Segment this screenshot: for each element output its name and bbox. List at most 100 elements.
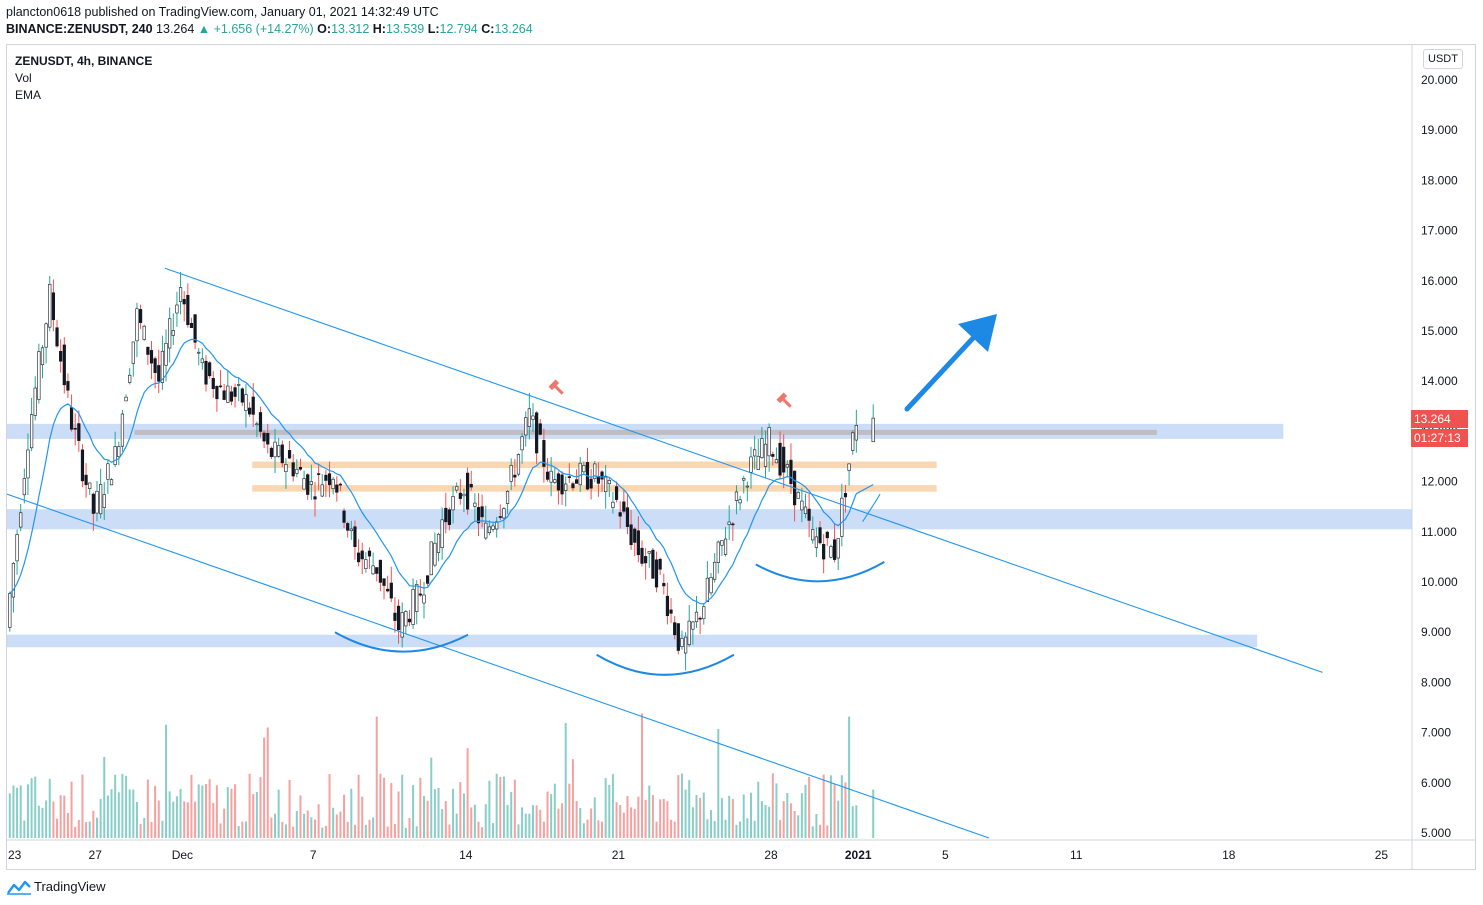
candle-body [607, 480, 611, 485]
candle-body [600, 471, 604, 480]
candle-body [84, 474, 88, 486]
candle-body [538, 423, 542, 435]
volume-bar [179, 788, 182, 838]
candle-series [8, 272, 875, 671]
volume-bar [477, 821, 480, 838]
volume-bar [161, 820, 164, 838]
candle-body [840, 497, 844, 537]
volume-bar [393, 823, 396, 838]
volume-bar [673, 821, 676, 838]
volume-bar [670, 819, 673, 838]
candle-body [99, 484, 103, 515]
volume-bar [125, 775, 128, 838]
price-axis-label: 12.000 [1421, 475, 1458, 489]
candle-body [505, 491, 510, 504]
candle-body [803, 506, 808, 515]
volume-bar [597, 820, 600, 838]
volume-bar [45, 800, 48, 838]
candle-body [756, 455, 760, 470]
candle-body [531, 415, 535, 420]
volume-bar [793, 810, 796, 838]
candle-body [582, 465, 586, 473]
candle-body [734, 491, 739, 501]
volume-bar [12, 785, 15, 838]
legend-ema[interactable]: EMA [15, 88, 42, 102]
hook-line [862, 493, 881, 523]
volume-bar [455, 813, 458, 838]
volume-bar [172, 801, 175, 838]
candle-body [578, 462, 582, 486]
volume-bar [815, 814, 818, 838]
breakout-arrow [904, 314, 997, 412]
volume-bar [430, 757, 433, 838]
footer[interactable]: TradingView [6, 876, 106, 898]
volume-bar [16, 787, 19, 838]
volume-bar [699, 797, 702, 838]
volume-bar [96, 817, 98, 838]
bar-countdown-tag: 01:27:13 [1411, 429, 1468, 447]
candle-body [622, 501, 626, 512]
volume-bar [34, 776, 37, 838]
candle-body [524, 417, 528, 436]
chart-legend: ZENUSDT, 4h, BINANCE Vol EMA [15, 53, 152, 104]
candle-body [618, 512, 622, 517]
candle-body [295, 468, 299, 474]
close-value: 13.264 [494, 22, 533, 36]
pattern-marker-icon [548, 379, 564, 395]
volume-bar [299, 795, 302, 838]
candle-body [829, 546, 833, 558]
volume-bar [539, 809, 542, 838]
candle-body [556, 473, 561, 491]
volume-bar [452, 788, 455, 838]
volume-bar [872, 789, 875, 838]
volume-bar [855, 805, 858, 838]
candle-body [851, 432, 855, 451]
legend-symbol[interactable]: ZENUSDT, 4h, BINANCE [15, 54, 153, 68]
open-value: 13.312 [331, 22, 370, 36]
volume-bar [397, 791, 400, 838]
candle-body [269, 447, 274, 457]
volume-bar [223, 808, 226, 838]
candle-body [109, 479, 114, 486]
volume-bar [771, 773, 774, 838]
candle-body [822, 543, 826, 560]
volume-bar [611, 774, 614, 838]
volume-bar [586, 819, 589, 838]
arrow-head [958, 314, 997, 352]
candle-body [636, 530, 640, 556]
volume-bar [655, 821, 658, 838]
volume-bar [499, 776, 502, 838]
volume-bar [590, 808, 593, 838]
currency-button[interactable]: USDT [1423, 49, 1463, 69]
volume-bar [473, 804, 476, 838]
volume-bar [368, 819, 371, 838]
candle-body [320, 484, 324, 497]
price-axis-label: 14.000 [1421, 374, 1458, 388]
volume-bar [353, 824, 356, 838]
volume-bar [52, 801, 55, 838]
support-zone [7, 509, 1412, 530]
candle-body [709, 577, 713, 594]
volume-bar [441, 809, 444, 838]
volume-bar [230, 788, 233, 838]
volume-bar [775, 783, 778, 838]
ema-line [9, 338, 874, 605]
volume-bar [310, 817, 313, 838]
volume-bar [760, 801, 763, 838]
volume-bar [234, 784, 237, 838]
volume-bar [146, 779, 149, 838]
candle-body [429, 541, 433, 576]
low-label: L: [427, 22, 440, 36]
candle-body [749, 456, 753, 473]
volume-bar [70, 781, 73, 838]
volume-bar [350, 788, 353, 838]
volume-bar [444, 801, 447, 838]
volume-bar [59, 795, 62, 838]
legend-volume[interactable]: Vol [15, 71, 32, 85]
candle-body [266, 432, 270, 445]
candle-body [593, 463, 597, 480]
chart-frame[interactable] [6, 44, 1476, 870]
candle-body [476, 507, 481, 524]
candle-body [847, 463, 851, 471]
